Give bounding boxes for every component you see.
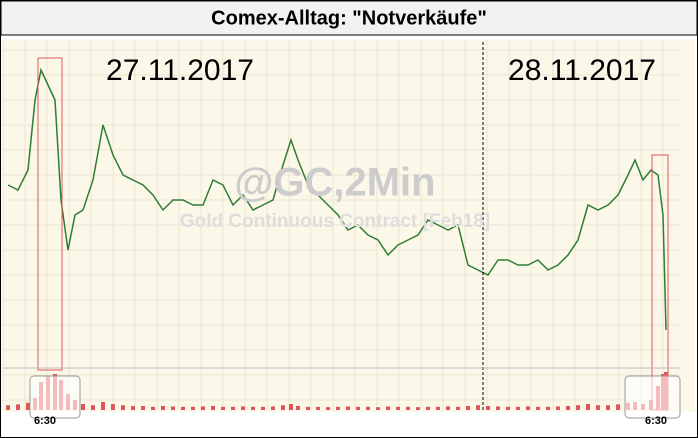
volume-bar [231,406,235,410]
zoom-box [29,375,81,419]
volume-bar [81,404,85,410]
volume-bar [111,404,115,410]
volume-bar [356,406,360,410]
volume-bar [496,406,500,410]
volume-bar [596,405,600,410]
volume-bar [476,405,480,410]
volume-bar [616,404,620,410]
volume-bar [576,405,580,410]
zoom-box [624,375,681,419]
volume-bar [281,405,285,410]
volume-bar [181,406,185,410]
volume-bar [261,406,265,410]
volume-bar [211,406,215,410]
highlight-box [37,57,63,371]
volume-bar [516,406,520,410]
volume-bar [486,406,490,410]
volume-bar [566,406,570,410]
volume-bar [201,406,205,410]
volume-bar [16,404,20,410]
volume-bar [306,406,310,410]
volume-bar [131,406,135,410]
volume-bar [436,406,440,410]
volume-bar [316,406,320,410]
volume-bar [191,406,195,410]
volume-bar [556,406,560,410]
volume-bar [406,406,410,410]
volume-bar [121,405,125,410]
volume-bar [526,406,530,410]
volume-bar [336,406,340,410]
title-bar [0,0,698,36]
volume-bar [171,406,175,410]
volume-bar [366,406,370,410]
volume-bar [241,406,245,410]
volume-bar [91,405,95,410]
volume-bar [289,404,293,410]
volume-bar [386,406,390,410]
volume-bar [161,406,165,410]
volume-bar [26,402,30,410]
volume-bar [141,406,145,410]
volume-bar [326,407,330,410]
date-annotation: 28.11.2017 [508,54,656,87]
volume-bar [586,404,590,410]
volume-bar [221,406,225,410]
watermark-subtitle: Gold Continuous Contract [Feb18] [180,211,490,232]
volume-bar [416,407,420,410]
volume-bar [376,407,380,410]
chart-title: Comex-Alltag: "Notverkäufe" [211,7,487,29]
volume-bar [456,406,460,410]
volume-bar [606,405,610,410]
volume-bar [446,406,450,410]
volume-bar [271,406,275,410]
volume-bar [296,406,300,410]
volume-bar [396,406,400,410]
time-label: 6:30 [34,415,56,427]
volume-bar [6,405,10,410]
volume-bar [466,406,470,410]
price-line [7,67,667,331]
volume-bar [426,406,430,410]
volume-bar [251,406,255,410]
volume-bar [101,402,105,410]
volume-bar [506,406,510,410]
volume-bar [346,406,350,410]
watermark: @GC,2Min [234,161,435,205]
volume-bar [536,406,540,410]
time-label: 6:30 [645,415,667,427]
date-annotation: 27.11.2017 [106,54,254,87]
volume-bar [546,406,550,410]
volume-bar [151,406,155,410]
